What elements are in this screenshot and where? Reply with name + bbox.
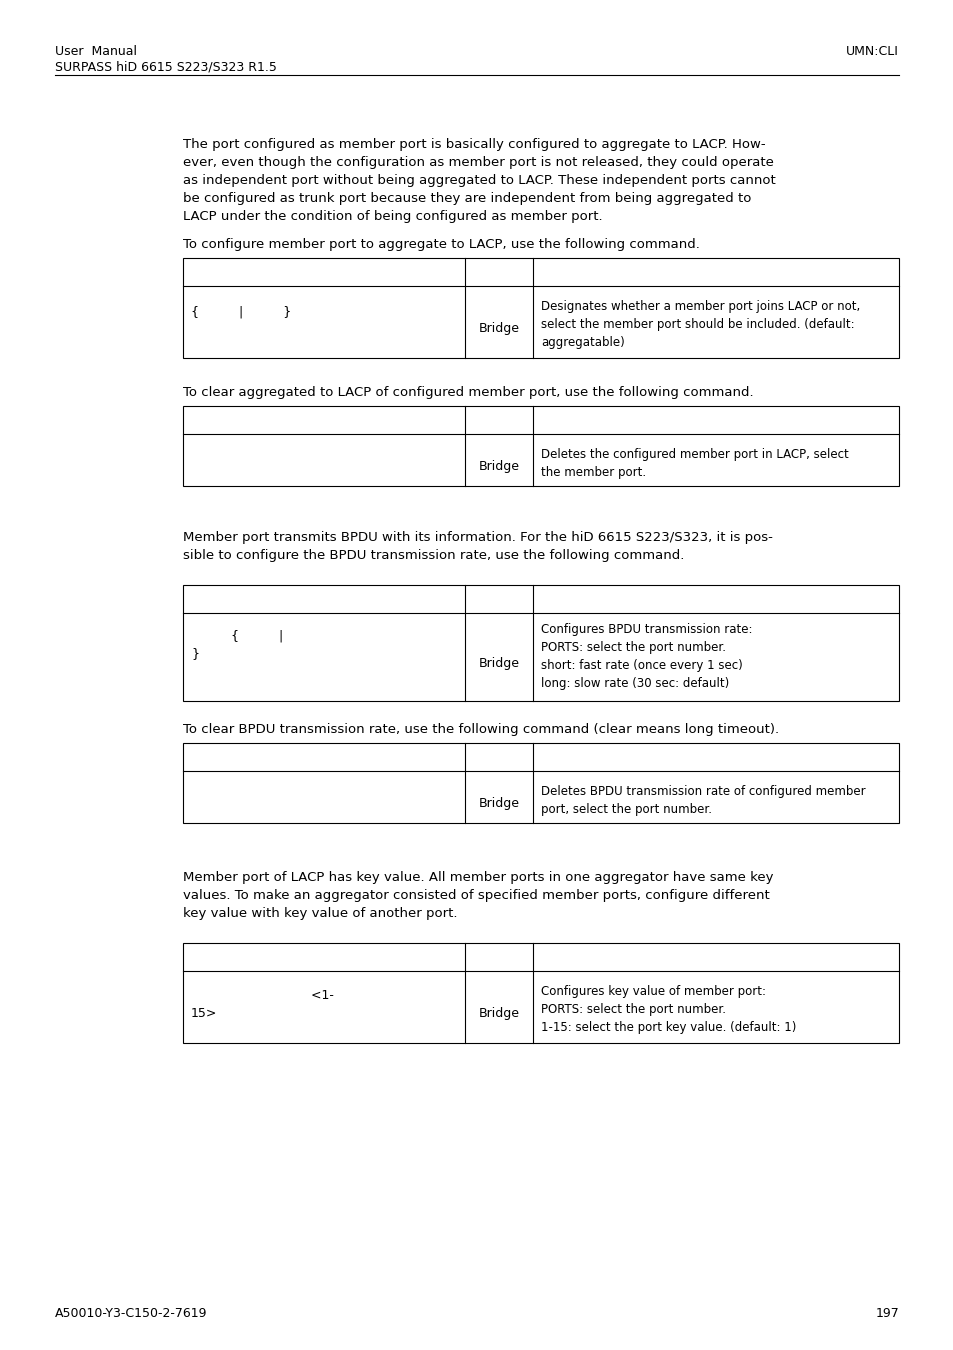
- Bar: [183, 585, 898, 701]
- Text: key value with key value of another port.: key value with key value of another port…: [183, 907, 457, 919]
- Text: Configures key value of member port:: Configures key value of member port:: [540, 986, 765, 998]
- Text: PORTS: select the port number.: PORTS: select the port number.: [540, 1003, 725, 1017]
- Text: The port configured as member port is basically configured to aggregate to LACP.: The port configured as member port is ba…: [183, 138, 765, 151]
- Text: A50010-Y3-C150-2-7619: A50010-Y3-C150-2-7619: [55, 1307, 208, 1320]
- Text: Bridge: Bridge: [478, 1007, 519, 1021]
- Text: UMN:CLI: UMN:CLI: [845, 45, 898, 58]
- Text: 197: 197: [874, 1307, 898, 1320]
- Text: Bridge: Bridge: [478, 796, 519, 810]
- Text: PORTS: select the port number.: PORTS: select the port number.: [540, 641, 725, 653]
- Text: {          |          }: { | }: [191, 306, 291, 319]
- Text: User  Manual: User Manual: [55, 45, 137, 58]
- Bar: [183, 258, 898, 358]
- Text: }: }: [191, 647, 199, 660]
- Text: select the member port should be included. (default:: select the member port should be include…: [540, 319, 854, 331]
- Text: To clear aggregated to LACP of configured member port, use the following command: To clear aggregated to LACP of configure…: [183, 386, 753, 400]
- Text: To clear BPDU transmission rate, use the following command (clear means long tim: To clear BPDU transmission rate, use the…: [183, 724, 779, 736]
- Text: Deletes BPDU transmission rate of configured member: Deletes BPDU transmission rate of config…: [540, 784, 864, 798]
- Text: To configure member port to aggregate to LACP, use the following command.: To configure member port to aggregate to…: [183, 238, 700, 251]
- Text: LACP under the condition of being configured as member port.: LACP under the condition of being config…: [183, 211, 602, 223]
- Text: Designates whether a member port joins LACP or not,: Designates whether a member port joins L…: [540, 300, 860, 313]
- Text: ever, even though the configuration as member port is not released, they could o: ever, even though the configuration as m…: [183, 157, 773, 169]
- Text: long: slow rate (30 sec: default): long: slow rate (30 sec: default): [540, 676, 728, 690]
- Text: values. To make an aggregator consisted of specified member ports, configure dif: values. To make an aggregator consisted …: [183, 890, 769, 902]
- Text: as independent port without being aggregated to LACP. These independent ports ca: as independent port without being aggreg…: [183, 174, 775, 188]
- Bar: [183, 743, 898, 824]
- Text: SURPASS hiD 6615 S223/S323 R1.5: SURPASS hiD 6615 S223/S323 R1.5: [55, 59, 276, 73]
- Text: Deletes the configured member port in LACP, select: Deletes the configured member port in LA…: [540, 448, 848, 460]
- Text: short: fast rate (once every 1 sec): short: fast rate (once every 1 sec): [540, 659, 742, 672]
- Text: Bridge: Bridge: [478, 460, 519, 472]
- Text: Bridge: Bridge: [478, 323, 519, 335]
- Text: port, select the port number.: port, select the port number.: [540, 803, 711, 815]
- Text: Configures BPDU transmission rate:: Configures BPDU transmission rate:: [540, 622, 752, 636]
- Text: 1-15: select the port key value. (default: 1): 1-15: select the port key value. (defaul…: [540, 1021, 796, 1034]
- Text: Member port of LACP has key value. All member ports in one aggregator have same : Member port of LACP has key value. All m…: [183, 871, 773, 884]
- Text: Bridge: Bridge: [478, 657, 519, 670]
- Text: the member port.: the member port.: [540, 466, 645, 479]
- Bar: [183, 944, 898, 1044]
- Text: <1-: <1-: [191, 990, 334, 1002]
- Text: be configured as trunk port because they are independent from being aggregated t: be configured as trunk port because they…: [183, 192, 751, 205]
- Bar: [183, 406, 898, 486]
- Text: Member port transmits BPDU with its information. For the hiD 6615 S223/S323, it : Member port transmits BPDU with its info…: [183, 531, 772, 544]
- Text: 15>: 15>: [191, 1007, 217, 1021]
- Text: sible to configure the BPDU transmission rate, use the following command.: sible to configure the BPDU transmission…: [183, 549, 683, 562]
- Text: aggregatable): aggregatable): [540, 336, 624, 350]
- Text: {          |: { |: [191, 629, 283, 643]
